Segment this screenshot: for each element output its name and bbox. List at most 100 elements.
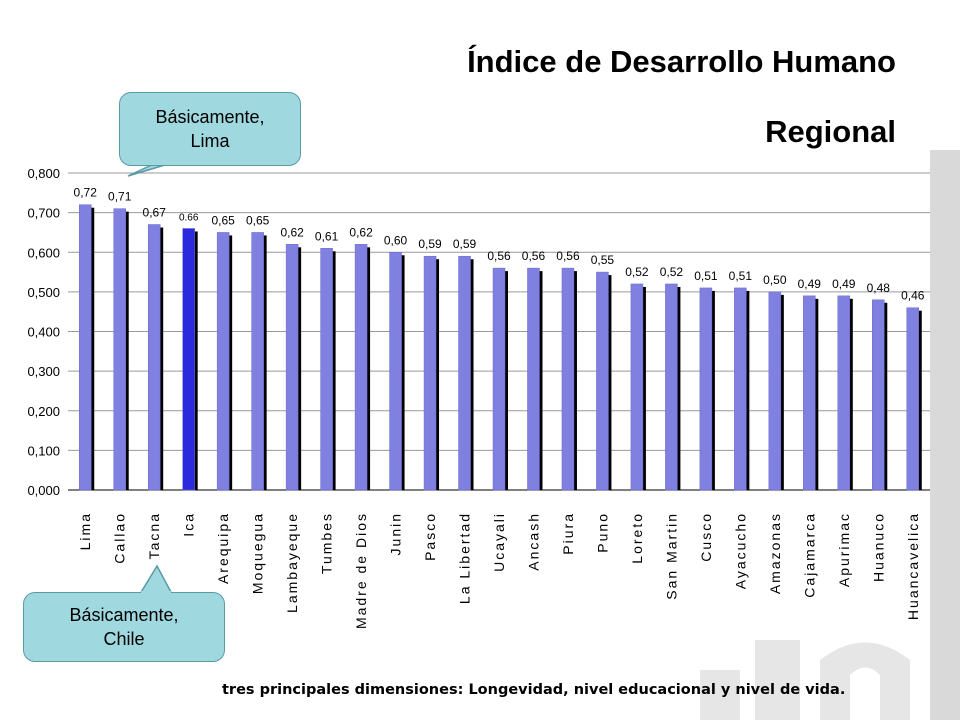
x-tick-label: Tumbes (319, 512, 335, 574)
bars (78, 204, 922, 491)
data-label: 0,56 (487, 249, 511, 263)
data-label: 0,59 (418, 237, 442, 251)
bar-moquegua (251, 232, 264, 491)
data-label: 0,51 (694, 269, 718, 283)
bar-san-martin (665, 283, 678, 491)
x-tick-label: Ancash (525, 512, 541, 571)
data-label: 0,52 (625, 265, 649, 279)
bar-lima (78, 204, 92, 491)
data-label: 0,52 (660, 265, 684, 279)
bar-la-libertad (458, 255, 471, 491)
bar-arequipa (216, 232, 230, 491)
bar-tacna (147, 224, 161, 491)
bar-huancavelica (906, 307, 920, 491)
callout-chile-line1: Básicamente, (69, 605, 179, 625)
callout-lima: Básicamente, Lima (119, 92, 301, 166)
data-label: 0,62 (280, 225, 304, 239)
data-label: 0,56 (556, 249, 580, 263)
y-tick-label: 0,800 (27, 166, 60, 181)
x-tick-label: Ica (181, 512, 197, 537)
x-tick-label: Callao (112, 512, 128, 564)
data-label: 0,46 (901, 289, 925, 303)
x-tick-label: Ucayali (491, 512, 507, 572)
x-tick-label: Moquegua (250, 512, 266, 594)
x-tick-label: Tacna (146, 512, 162, 559)
data-label: 0,65 (246, 213, 270, 227)
data-label: 0,61 (315, 229, 339, 243)
bar-tumbes (320, 248, 333, 491)
footer-note: tres principales dimensiones: Longevidad… (222, 682, 846, 698)
pointer-join-lima (156, 158, 178, 164)
x-tick-label: Cusco (698, 512, 714, 562)
data-label: 0,72 (74, 186, 98, 200)
bar-ayacucho (734, 287, 747, 491)
data-label: 0,51 (729, 269, 753, 283)
bar-pasco (423, 255, 437, 491)
callout-chile-line2: Chile (103, 629, 145, 649)
x-tick-label: Piura (560, 512, 576, 555)
x-tick-label: Cajamarca (801, 512, 817, 598)
bar-ica (182, 228, 195, 491)
x-tick-label: Puno (594, 512, 610, 553)
x-tick-label: Junin (388, 512, 404, 555)
bar-lambayeque (285, 244, 299, 491)
callout-lima-line2: Lima (190, 131, 230, 151)
data-label: 0,59 (453, 237, 477, 251)
watermark-logo (700, 640, 910, 720)
y-tick-label: 0,000 (27, 483, 60, 498)
bar-junin (389, 252, 402, 491)
x-tick-label: Amazonas (767, 512, 783, 594)
bar-apurimac (837, 295, 851, 491)
chart-title-line1: Índice de Desarrollo Humano (467, 44, 896, 79)
x-tick-label: Loreto (629, 512, 645, 564)
data-label: 0,49 (832, 277, 856, 291)
x-tick-label: Lambayeque (284, 512, 300, 613)
x-tick-label: Ayacucho (732, 512, 748, 589)
y-tick-label: 0,300 (27, 364, 60, 379)
data-label: 0,50 (763, 273, 787, 287)
data-label: 0,65 (211, 213, 235, 227)
data-label: 0,60 (384, 233, 408, 247)
x-tick-label: Apurimac (836, 512, 852, 587)
x-tick-label: Huancavelica (905, 512, 921, 620)
x-tick-label: Arequipa (215, 512, 231, 584)
data-labels: 0,72 0,71 0,67 0.66 0,65 0,65 0,62 0,61 0,62 0,60… (74, 186, 925, 303)
bar-loreto (630, 283, 644, 491)
x-tick-label: San Martin (663, 512, 679, 600)
bar-cusco (699, 287, 713, 491)
data-label: 0.66 (179, 212, 199, 223)
callout-chile: Básicamente, Chile (23, 592, 225, 662)
decorative-strip (930, 150, 960, 720)
bar-callao (113, 208, 126, 491)
y-tick-label: 0,400 (27, 325, 60, 340)
y-tick-label: 0,700 (27, 206, 60, 221)
data-label: 0,48 (867, 281, 891, 295)
bar-amazonas (768, 291, 782, 491)
x-tick-label: Lima (77, 512, 93, 550)
y-tick-label: 0,200 (27, 404, 60, 419)
chart-title-line2: Regional (765, 114, 896, 149)
pointer-join-chile (141, 591, 171, 597)
x-tick-label: Pasco (422, 512, 438, 561)
data-label: 0,56 (522, 249, 546, 263)
data-label: 0,55 (591, 253, 615, 267)
bar-madre-de-dios (354, 244, 368, 491)
bar-cajamarca (803, 295, 816, 491)
data-label: 0,49 (798, 277, 822, 291)
data-label: 0,71 (108, 190, 132, 204)
bar-ancash (527, 267, 540, 491)
bar-piura (561, 267, 575, 491)
x-axis-ticks: Lima Callao Tacna Ica Arequipa Moquegua Lambay… (77, 512, 921, 629)
data-label: 0,67 (143, 206, 167, 220)
bar-puno (596, 271, 609, 491)
data-label: 0,62 (349, 225, 373, 239)
bar-chart: 0,000 0,100 0,200 0,300 0,400 0,500 0,600 0,700… (27, 166, 930, 629)
x-tick-label: La Libertad (457, 512, 473, 604)
x-tick-label: Madre de Dios (353, 512, 369, 629)
callout-lima-line1: Básicamente, (155, 107, 265, 127)
y-axis-ticks: 0,000 0,100 0,200 0,300 0,400 0,500 0,600 0,700… (27, 166, 60, 498)
y-tick-label: 0,500 (27, 285, 60, 300)
y-tick-label: 0,100 (27, 443, 60, 458)
y-tick-label: 0,600 (27, 245, 60, 260)
